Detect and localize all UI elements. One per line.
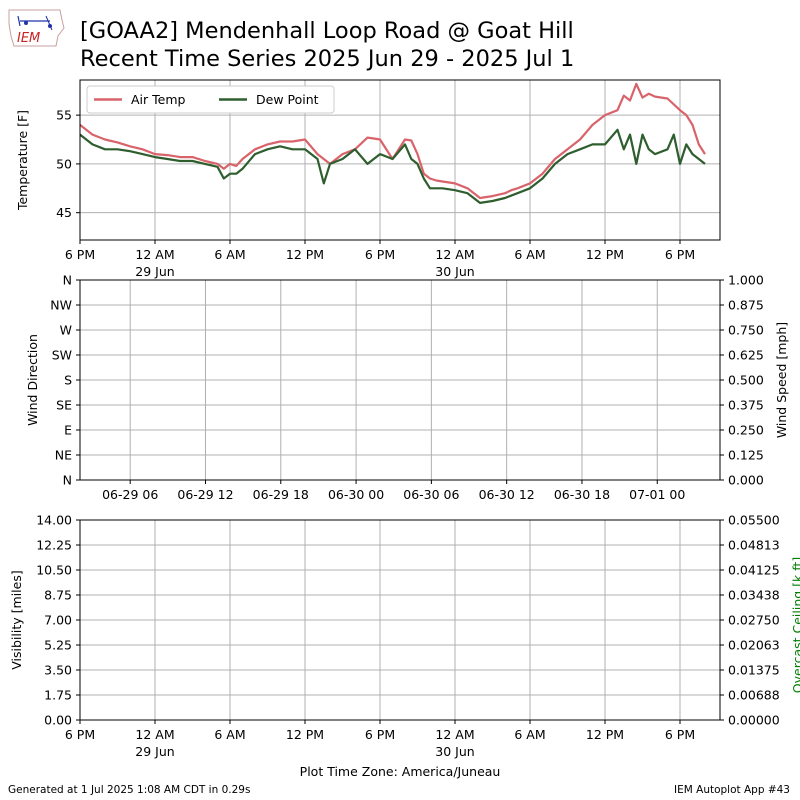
y2-tick-label: 0.01375 — [728, 663, 780, 678]
y-tick-label: NE — [55, 448, 72, 463]
x-tick-label: 6 PM — [65, 247, 95, 262]
logo-text: IEM — [17, 31, 40, 46]
air-temp-line — [79, 82, 706, 200]
dew-point-line — [79, 128, 706, 204]
chart-title: [GOAA2] Mendenhall Loop Road @ Goat Hill — [80, 18, 574, 44]
legend-label: Air Temp — [131, 92, 186, 107]
x-tick-label: 12 AM — [435, 247, 474, 262]
iem-logo-graphic: IEM — [8, 9, 65, 47]
x-tick-label: 06-30 00 — [328, 487, 384, 502]
y-tick-label: 5.25 — [44, 638, 72, 653]
y-tick-label: 0.00 — [44, 713, 72, 728]
x-tick-label: 6 PM — [665, 727, 695, 742]
y2-tick-label: 0.05500 — [728, 513, 780, 528]
y-tick-label: S — [64, 373, 72, 388]
x-tick-label: 6 AM — [514, 727, 545, 742]
y-axis-label: Temperature [F] — [15, 110, 30, 211]
y-tick-label: NW — [50, 298, 72, 313]
y2-tick-label: 1.000 — [728, 273, 764, 288]
x-tick-label: 6 PM — [665, 247, 695, 262]
y2-tick-label: 0.500 — [728, 373, 764, 388]
y-tick-label: E — [64, 423, 72, 438]
visibility-panel: 6 PM 12 AM 29 Jun 6 AM 12 PM 6 PM 12 AM 30 Jun 6… — [9, 513, 800, 780]
y2-tick-label: 0.02063 — [728, 638, 780, 653]
x-tick-sublabel: 29 Jun — [135, 264, 174, 279]
x-tick-sublabel: 30 Jun — [435, 744, 474, 759]
y-tick-label: N — [63, 473, 72, 488]
x-tick-label: 6 AM — [214, 247, 245, 262]
plot-frame — [79, 519, 721, 721]
legend-box — [86, 85, 335, 114]
y2-tick-label: 0.375 — [728, 398, 764, 413]
x-tick-label: 6 AM — [214, 727, 245, 742]
x-tick-label: 12 PM — [586, 247, 624, 262]
y2-axis-label: Wind Speed [mph] — [774, 322, 789, 438]
y-tick-label: 7.00 — [44, 613, 72, 628]
y-tick-label: W — [60, 323, 72, 338]
wind-panel: 06-29 06 06-29 12 06-29 18 06-30 00 06-30 06… — [25, 273, 789, 503]
y2-tick-label: 0.00000 — [728, 713, 780, 728]
x-tick-label: 06-29 18 — [253, 487, 309, 502]
x-tick-label: 12 PM — [286, 727, 324, 742]
y-tick-label: 3.50 — [44, 663, 72, 678]
y2-tick-label: 0.125 — [728, 448, 764, 463]
x-tick-label: 06-29 06 — [102, 487, 158, 502]
x-tick-label: 07-01 00 — [629, 487, 685, 502]
y2-tick-label: 0.875 — [728, 298, 764, 313]
y2-tick-label: 0.04813 — [728, 538, 780, 553]
y-tick-label: SW — [52, 348, 72, 363]
y2-tick-label: 0.250 — [728, 423, 764, 438]
x-tick-label: 06-30 12 — [479, 487, 535, 502]
legend-label: Dew Point — [256, 92, 319, 107]
plot-frame — [79, 79, 721, 241]
x-tick-sublabel: 30 Jun — [435, 264, 474, 279]
y-tick-label: 12.25 — [36, 538, 72, 553]
y2-tick-label: 0.625 — [728, 348, 764, 363]
legend: Air Temp Dew Point — [86, 85, 335, 114]
y-tick-label: 1.75 — [44, 688, 72, 703]
x-tick-label: 06-29 12 — [177, 487, 233, 502]
x-tick-label: 06-30 06 — [403, 487, 459, 502]
x-tick-label: 6 PM — [365, 247, 395, 262]
y-tick-label: N — [63, 273, 72, 288]
y-tick-label: SE — [56, 398, 72, 413]
plot-frame — [79, 279, 721, 481]
y-tick-label: 45 — [56, 205, 72, 220]
x-tick-label: 12 AM — [135, 247, 174, 262]
y-axis-label: Wind Direction — [25, 334, 40, 426]
y2-tick-label: 0.03438 — [728, 588, 780, 603]
chart-subtitle: Recent Time Series 2025 Jun 29 - 2025 Ju… — [80, 46, 575, 72]
x-tick-label: 12 AM — [135, 727, 174, 742]
y2-tick-label: 0.750 — [728, 323, 764, 338]
y-tick-label: 14.00 — [36, 513, 72, 528]
temperature-panel: 6 PM 12 AM 29 Jun 6 AM 12 PM 6 PM 12 AM 30 Jun 6… — [15, 79, 721, 279]
iem-logo: IEM — [6, 6, 66, 50]
x-tick-label: 12 PM — [286, 247, 324, 262]
y2-tick-label: 0.000 — [728, 473, 764, 488]
y2-tick-label: 0.02750 — [728, 613, 780, 628]
app-footer: IEM Autoplot App #43 — [674, 784, 790, 796]
x-tick-label: 6 PM — [65, 727, 95, 742]
y-tick-label: 8.75 — [44, 588, 72, 603]
y-tick-label: 50 — [56, 156, 72, 171]
x-tick-label: 12 PM — [586, 727, 624, 742]
x-axis-label: Plot Time Zone: America/Juneau — [300, 764, 501, 779]
y-axis-label: Visibility [miles] — [9, 570, 24, 669]
generated-footer: Generated at 1 Jul 2025 1:08 AM CDT in 0… — [8, 784, 251, 796]
y2-axis-label: Overcast Ceiling [k ft] — [790, 557, 800, 693]
x-tick-label: 6 AM — [514, 247, 545, 262]
y2-tick-label: 0.00688 — [728, 688, 780, 703]
x-tick-label: 6 PM — [365, 727, 395, 742]
x-tick-label: 06-30 18 — [554, 487, 610, 502]
x-tick-sublabel: 29 Jun — [135, 744, 174, 759]
x-tick-label: 12 AM — [435, 727, 474, 742]
y2-tick-label: 0.04125 — [728, 563, 780, 578]
y-tick-label: 10.50 — [36, 563, 72, 578]
y-tick-label: 55 — [56, 108, 72, 123]
